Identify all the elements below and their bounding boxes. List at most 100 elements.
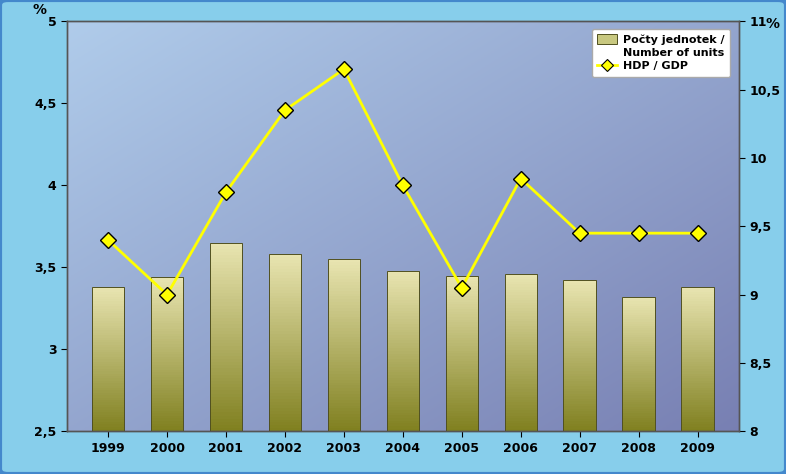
Bar [151, 390, 183, 393]
Bar [269, 325, 301, 328]
Bar [564, 376, 596, 379]
Bar [151, 349, 183, 352]
Bar [210, 271, 242, 274]
Bar [505, 394, 537, 397]
Bar [151, 295, 183, 298]
Bar [328, 411, 360, 414]
Bar [446, 377, 478, 379]
Bar [505, 376, 537, 379]
Bar [92, 427, 124, 429]
Bar [92, 359, 124, 362]
Bar [151, 323, 183, 326]
Bar [328, 406, 360, 409]
Bar [328, 380, 360, 383]
Bar [328, 273, 360, 276]
Bar [387, 321, 419, 324]
Bar [328, 282, 360, 285]
Bar [151, 385, 183, 388]
Bar [151, 316, 183, 318]
Bar [564, 326, 596, 328]
Bar [505, 274, 537, 431]
Bar [151, 277, 183, 280]
Bar [681, 297, 714, 299]
Bar [328, 265, 360, 268]
Bar [681, 407, 714, 410]
Bar [387, 343, 419, 346]
Bar [681, 335, 714, 337]
Bar [446, 319, 478, 322]
Bar [564, 411, 596, 414]
Bar [328, 365, 360, 368]
Bar [269, 328, 301, 331]
Bar [210, 362, 242, 365]
Bar [151, 285, 183, 287]
Bar [387, 271, 419, 431]
Bar [151, 424, 183, 426]
Bar [564, 303, 596, 306]
Bar [623, 416, 655, 418]
Bar [92, 383, 124, 386]
Bar [387, 340, 419, 343]
Bar [151, 334, 183, 336]
Legend: Počty jednotek /, Number of units, HDP / GDP: Počty jednotek /, Number of units, HDP /… [592, 29, 730, 77]
Bar [564, 351, 596, 354]
Bar [269, 254, 301, 431]
Bar [92, 424, 124, 427]
Bar [681, 371, 714, 374]
Bar [564, 374, 596, 376]
Bar [328, 288, 360, 291]
Bar [151, 354, 183, 357]
Bar [92, 417, 124, 419]
Bar [505, 321, 537, 324]
Bar [505, 345, 537, 347]
Bar [387, 418, 419, 420]
Bar [505, 418, 537, 421]
Bar [681, 388, 714, 391]
Bar [269, 402, 301, 405]
Bar [623, 308, 655, 310]
Bar [151, 411, 183, 413]
Bar [681, 313, 714, 316]
Bar [446, 354, 478, 356]
Bar [505, 384, 537, 387]
Bar [151, 341, 183, 344]
Bar [681, 330, 714, 333]
Bar [505, 300, 537, 303]
Bar [564, 429, 596, 431]
Bar [210, 255, 242, 258]
Bar [92, 301, 124, 304]
Bar [92, 292, 124, 294]
Bar [151, 283, 183, 285]
Bar [446, 291, 478, 294]
Bar [328, 428, 360, 431]
Bar [269, 254, 301, 257]
Bar [387, 308, 419, 311]
Bar [505, 274, 537, 276]
Bar [328, 402, 360, 406]
Bar [446, 343, 478, 346]
Bar [210, 243, 242, 431]
Bar [328, 371, 360, 374]
Bar [564, 426, 596, 429]
Bar [564, 281, 596, 283]
Bar [328, 299, 360, 302]
Bar [623, 360, 655, 362]
Bar [328, 314, 360, 317]
Bar [505, 337, 537, 339]
Bar [564, 298, 596, 301]
Bar [681, 400, 714, 402]
Bar [564, 296, 596, 298]
Bar [446, 314, 478, 317]
Bar [92, 400, 124, 402]
Bar [446, 403, 478, 405]
Bar [387, 420, 419, 423]
Bar [446, 351, 478, 354]
Bar [387, 335, 419, 337]
Bar [387, 332, 419, 335]
Bar [210, 372, 242, 375]
Bar [446, 416, 478, 419]
Bar [564, 343, 596, 346]
Bar [446, 283, 478, 286]
Bar [328, 388, 360, 391]
Bar [151, 421, 183, 424]
